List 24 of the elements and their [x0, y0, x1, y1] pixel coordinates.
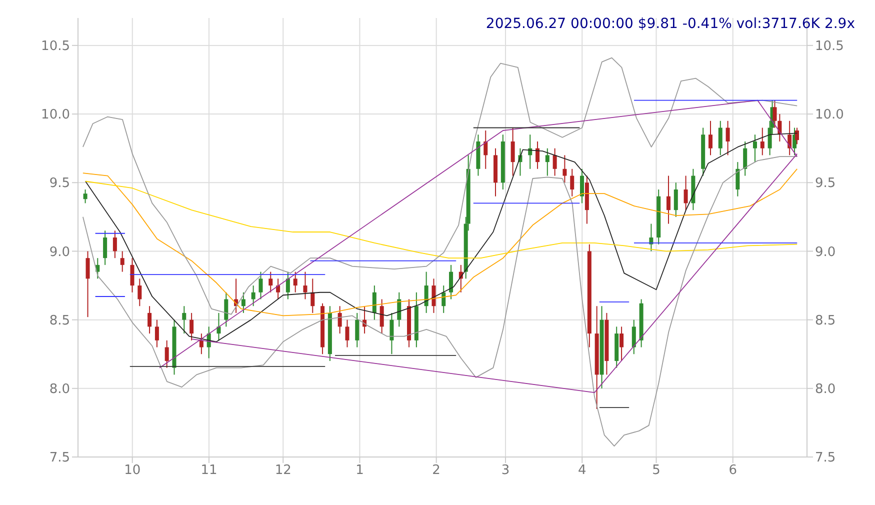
x-tick-label: 11 [200, 463, 218, 478]
chart-title: 2025.06.27 00:00:00 $9.81 -0.41% vol:3717.6K 2.9x [486, 16, 855, 32]
y2-tick-label: 9.0 [815, 244, 836, 260]
x-tick-label: 5 [652, 463, 660, 478]
x-tick-label: 6 [728, 463, 738, 478]
y-tick-label: 8.0 [49, 382, 70, 398]
y-tick-label: 9.0 [49, 244, 70, 260]
y-tick-label: 10.0 [41, 108, 70, 123]
x-tick-label: 4 [578, 463, 586, 478]
y2-tick-label: 10.5 [815, 39, 844, 54]
x-tick-label: 1 [356, 463, 364, 478]
y2-tick-label: 10.0 [815, 108, 844, 123]
y-tick-label: 8.5 [49, 313, 70, 328]
y2-tick-label: 7.5 [815, 450, 836, 466]
y-tick-label: 10.5 [41, 39, 70, 54]
y-tick-label: 9.5 [49, 176, 70, 192]
x-tick-label: 2 [432, 463, 440, 478]
x-tick-label: 3 [501, 463, 510, 478]
y2-tick-label: 8.5 [815, 313, 836, 328]
y2-tick-label: 9.5 [815, 176, 836, 192]
y2-tick-label: 8.0 [815, 382, 836, 398]
x-tick-label: 10 [124, 463, 141, 478]
y-tick-label: 7.5 [49, 450, 70, 466]
x-tick-label: 12 [274, 463, 292, 478]
